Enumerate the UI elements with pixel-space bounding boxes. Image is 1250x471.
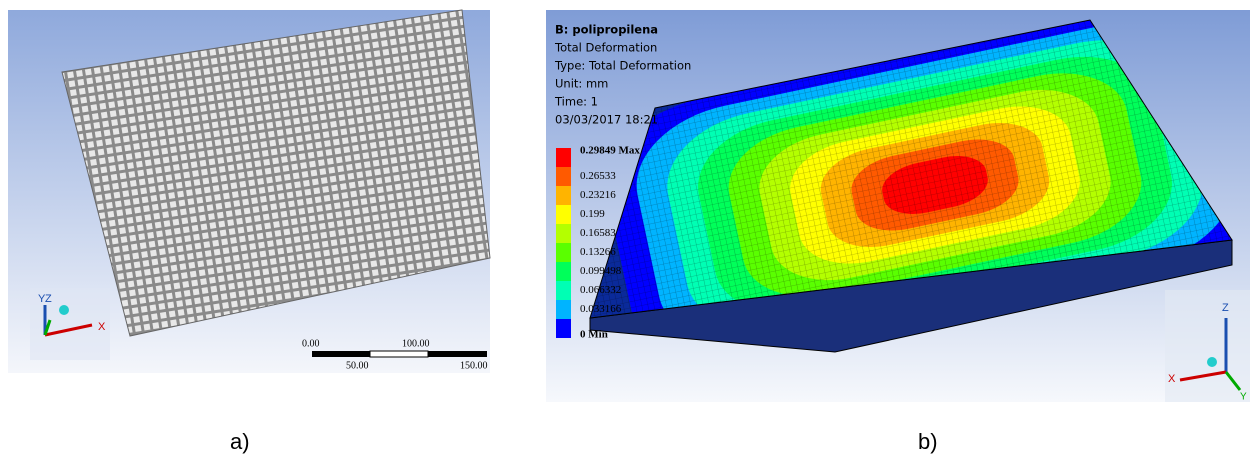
- scale-bar: [312, 351, 370, 357]
- legend-swatch: [556, 300, 571, 319]
- header-line: Time: 1: [554, 95, 598, 109]
- legend-swatch: [556, 262, 571, 281]
- legend-label: 0.23216: [580, 189, 616, 201]
- panel-b: B: polipropilena Total Deformation Type: T…: [546, 0, 1250, 454]
- triad-label: Z: [45, 293, 52, 305]
- triad-label: X: [1168, 373, 1176, 385]
- scale-label: 100.00: [402, 338, 430, 349]
- legend-label: 0.199: [580, 208, 605, 220]
- header-line: Unit: mm: [555, 77, 608, 91]
- legend-swatch: [556, 319, 571, 338]
- page: Y Z X 0.00 100.00 50.00 150.00 a) B: pol…: [0, 0, 1250, 466]
- triad-ball: [59, 305, 69, 315]
- triad-label: X: [98, 321, 106, 333]
- header-line: B: polipropilena: [555, 23, 658, 37]
- legend-swatch: [556, 205, 571, 224]
- caption: b): [918, 429, 938, 454]
- legend-label: 0.29849 Max: [580, 145, 640, 157]
- scale-label: 150.00: [460, 360, 488, 371]
- legend-label: 0 Min: [580, 329, 608, 341]
- legend-swatch: [556, 281, 571, 300]
- scale-label: 0.00: [302, 338, 320, 349]
- legend-swatch: [556, 148, 571, 167]
- header-line: Total Deformation: [554, 41, 657, 55]
- legend-label: 0.13266: [580, 246, 616, 258]
- header-line: 03/03/2017 18:21: [555, 113, 658, 127]
- caption: a): [230, 429, 250, 454]
- figure: Y Z X 0.00 100.00 50.00 150.00 a) B: pol…: [0, 0, 1250, 466]
- header-line: Type: Total Deformation: [554, 59, 691, 73]
- triad-ball: [1207, 357, 1217, 367]
- legend-label: 0.033166: [580, 303, 622, 315]
- legend-swatch: [556, 243, 571, 262]
- legend-label: 0.099498: [580, 265, 622, 277]
- legend-label: 0.066332: [580, 284, 621, 296]
- panel-a: Y Z X 0.00 100.00 50.00 150.00 a): [8, 10, 490, 454]
- legend-swatch: [556, 186, 571, 205]
- triad-label: Y: [1240, 392, 1247, 403]
- scale-bar: [370, 351, 428, 357]
- scale-bar: [428, 351, 487, 357]
- legend-label: 0.16583: [580, 227, 616, 239]
- legend-swatch: [556, 224, 571, 243]
- legend-swatch: [556, 167, 571, 186]
- scale-label: 50.00: [346, 360, 369, 371]
- legend-label: 0.26533: [580, 170, 616, 182]
- triad-label: Z: [1222, 302, 1229, 314]
